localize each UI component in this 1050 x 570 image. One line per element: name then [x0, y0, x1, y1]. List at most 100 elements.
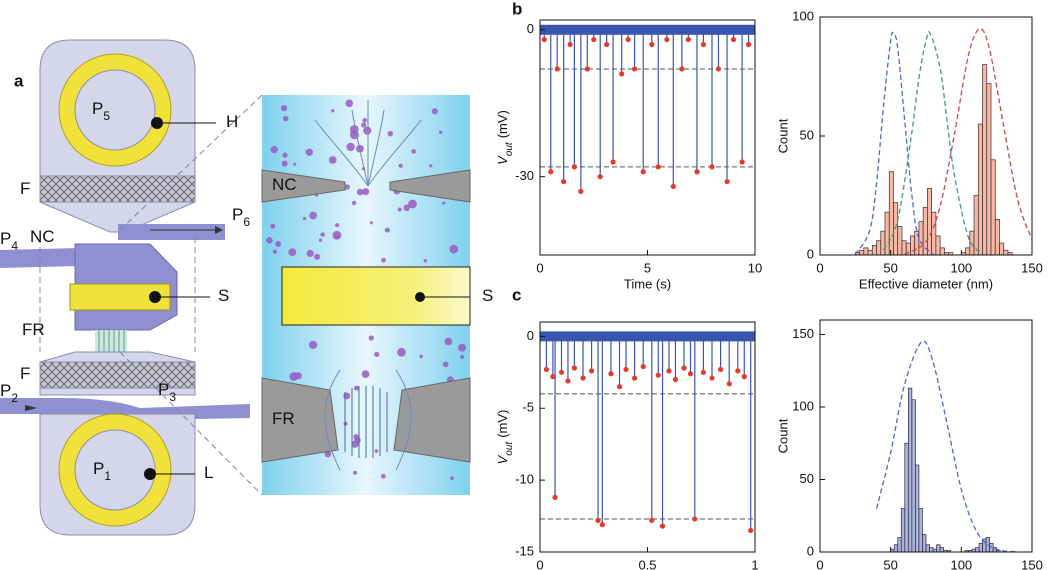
x-tick-label: 100	[950, 557, 972, 570]
hist-bar	[907, 387, 913, 552]
event-dot	[687, 371, 694, 377]
x-tick-label: 50	[883, 260, 897, 275]
y-tick-label: -15	[515, 543, 534, 558]
y-axis-label: Vout (mV)	[495, 410, 515, 465]
x-tick-label: 10	[748, 260, 762, 275]
plot-area	[854, 28, 1032, 255]
event-dot	[589, 368, 595, 374]
y-axis-label: Vout (mV)	[495, 110, 515, 165]
y-tick-label: 0	[807, 246, 814, 261]
x-tick-label: 5	[644, 260, 651, 275]
event-dot	[584, 66, 590, 72]
event-dot	[718, 366, 724, 373]
particle	[408, 199, 417, 209]
particle	[419, 354, 423, 359]
event-dot	[672, 376, 679, 383]
particle	[449, 244, 459, 254]
diagram-label: FR	[22, 320, 45, 339]
diagram-label: NC	[30, 227, 55, 246]
panel-label: b	[512, 0, 522, 18]
diagram-label: L	[204, 463, 213, 482]
particle	[363, 126, 372, 135]
event-dot	[541, 36, 547, 43]
particle	[309, 211, 318, 220]
hist-bar	[900, 508, 906, 552]
particle	[275, 241, 282, 247]
particle	[384, 227, 390, 233]
label-symbol: V	[495, 454, 510, 464]
event-dot	[625, 36, 631, 43]
plot-frame	[539, 19, 756, 256]
hist-bar	[994, 218, 1000, 255]
particle	[444, 337, 453, 346]
particle	[374, 449, 379, 453]
event-dot	[571, 164, 578, 170]
chart: 00.51-15-10-50Time (s)Vout(mV)	[495, 321, 759, 570]
event-dot	[616, 384, 623, 390]
event-dot	[726, 381, 732, 387]
x-tick-label: 0	[816, 260, 823, 275]
particle	[282, 152, 288, 158]
y-tick-label: 50	[800, 471, 814, 486]
fit-curve	[875, 340, 1018, 552]
label-sub: out	[504, 441, 515, 456]
label-text: FR	[22, 320, 45, 339]
particle	[345, 99, 354, 108]
event-dot	[709, 375, 715, 381]
diagram-label: NC	[272, 175, 297, 194]
hist-bar	[965, 247, 971, 255]
plot-area	[875, 340, 1018, 552]
hist-bar	[973, 195, 979, 255]
particle	[332, 230, 342, 240]
event-dot	[610, 159, 616, 165]
particle	[361, 370, 370, 378]
event-dot	[571, 365, 578, 371]
particle	[397, 347, 406, 357]
hist-bar	[915, 464, 920, 552]
plot-area	[540, 331, 755, 534]
event-dot	[619, 71, 625, 77]
hist-bar	[982, 64, 988, 255]
event-dot	[692, 516, 698, 522]
event-dot	[623, 366, 629, 373]
particle	[270, 145, 278, 154]
hist-bar	[999, 242, 1005, 255]
hist-bar	[876, 240, 882, 255]
event-dot	[608, 371, 614, 377]
particle	[308, 340, 318, 350]
event-dot	[655, 164, 661, 170]
particle	[305, 148, 313, 156]
y-axis-label: Count	[775, 418, 790, 453]
x-tick-label: 150	[1021, 557, 1043, 570]
fit-curve	[883, 31, 984, 254]
particle	[344, 184, 351, 190]
particle	[343, 392, 351, 400]
event-dot	[700, 369, 707, 375]
label-sub: 5	[103, 109, 110, 123]
particle	[362, 117, 368, 123]
event-dot	[632, 66, 638, 72]
particle	[293, 162, 297, 166]
particle	[411, 149, 416, 154]
plot-frame	[539, 321, 756, 553]
hist-bar	[884, 211, 890, 255]
hist-bar	[986, 83, 992, 255]
particle	[423, 258, 428, 263]
y-tick-label: 100	[792, 398, 814, 413]
x-tick-label: 0	[536, 260, 543, 275]
particle	[380, 473, 386, 479]
x-tick-label: 50	[883, 557, 897, 570]
event-dot	[632, 375, 638, 381]
particle	[353, 470, 358, 475]
x-axis-label: Time (s)	[624, 276, 671, 291]
panel-label: c	[512, 285, 521, 304]
particle	[351, 200, 357, 206]
event-dot	[591, 36, 597, 43]
particle	[431, 108, 438, 115]
particle	[442, 361, 449, 368]
hist-bar	[863, 247, 869, 255]
hist-bar	[990, 159, 996, 255]
hist-bar	[1003, 249, 1009, 255]
